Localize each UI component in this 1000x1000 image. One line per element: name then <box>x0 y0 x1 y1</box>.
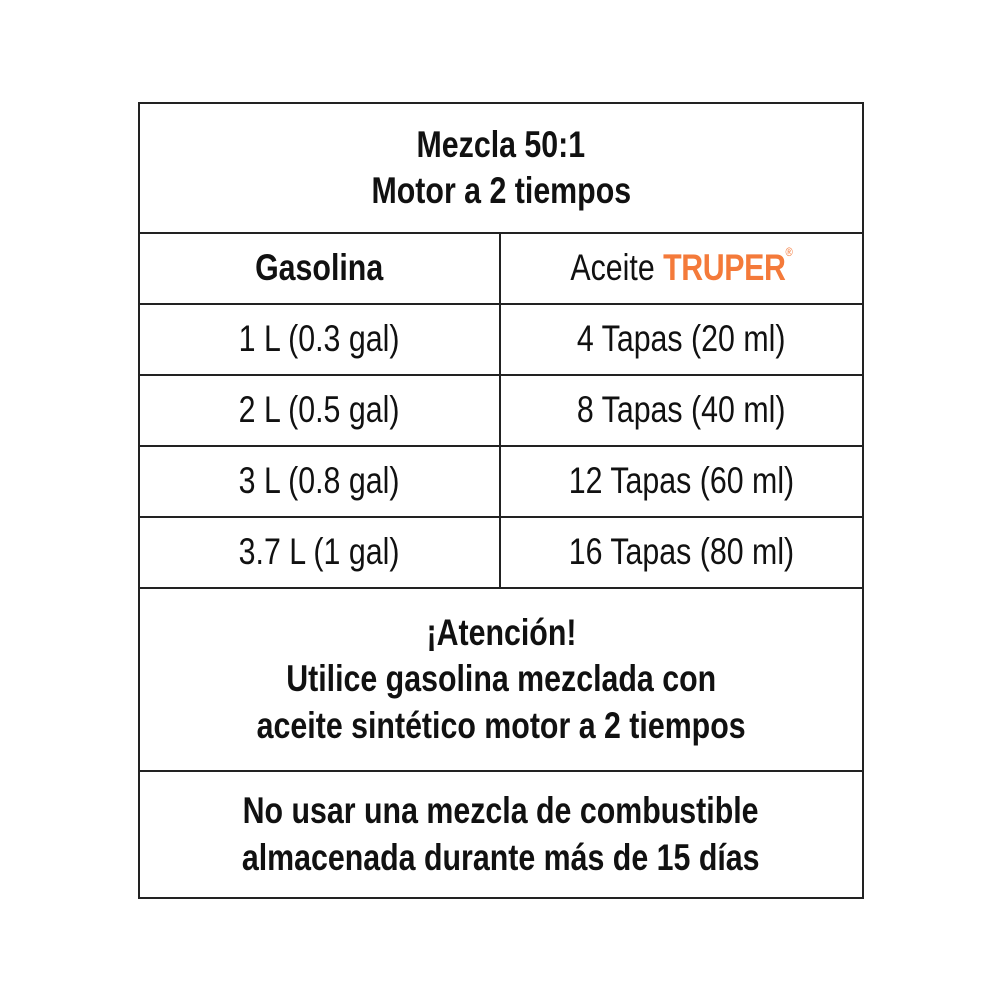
title-line-1: Mezcla 50:1 <box>416 123 586 165</box>
registered-mark: ® <box>785 245 793 260</box>
title-row: Mezcla 50:1 Motor a 2 tiempos <box>140 104 862 234</box>
header-aceite-label: Aceite <box>570 247 655 289</box>
table-row: 3 L (0.8 gal) 12 Tapas (60 ml) <box>140 447 862 518</box>
attention-row: ¡Atención! Utilice gasolina mezclada con… <box>140 589 862 772</box>
warning-line-1: No usar una mezcla de combustible <box>243 790 759 832</box>
header-row: Gasolina Aceite TRUPER® <box>140 234 862 305</box>
aceite-value: 12 Tapas (60 ml) <box>568 460 795 502</box>
attention-title: ¡Atención! <box>425 612 577 654</box>
warning-line-2: almacenada durante más de 15 días <box>242 836 760 878</box>
mix-table: Mezcla 50:1 Motor a 2 tiempos Gasolina A… <box>138 102 864 899</box>
gasolina-value: 3 L (0.8 gal) <box>239 460 400 502</box>
header-aceite: Aceite TRUPER® <box>570 245 792 291</box>
table-row: 1 L (0.3 gal) 4 Tapas (20 ml) <box>140 305 862 376</box>
title-line-2: Motor a 2 tiempos <box>371 170 631 211</box>
attention-line-1: Utilice gasolina mezclada con <box>286 658 716 700</box>
gasolina-value: 3.7 L (1 gal) <box>239 531 400 573</box>
aceite-value: 4 Tapas (20 ml) <box>577 318 786 360</box>
truper-logo: TRUPER <box>663 247 786 289</box>
table-row: 3.7 L (1 gal) 16 Tapas (80 ml) <box>140 518 862 589</box>
attention-line-2: aceite sintético motor a 2 tiempos <box>256 704 746 746</box>
aceite-value: 8 Tapas (40 ml) <box>577 389 786 431</box>
gasolina-value: 2 L (0.5 gal) <box>239 389 400 431</box>
table-row: 2 L (0.5 gal) 8 Tapas (40 ml) <box>140 376 862 447</box>
gasolina-value: 1 L (0.3 gal) <box>239 318 400 360</box>
warning-row: No usar una mezcla de combustible almace… <box>140 772 862 897</box>
aceite-value: 16 Tapas (80 ml) <box>568 531 795 573</box>
header-gasolina: Gasolina <box>255 247 384 289</box>
